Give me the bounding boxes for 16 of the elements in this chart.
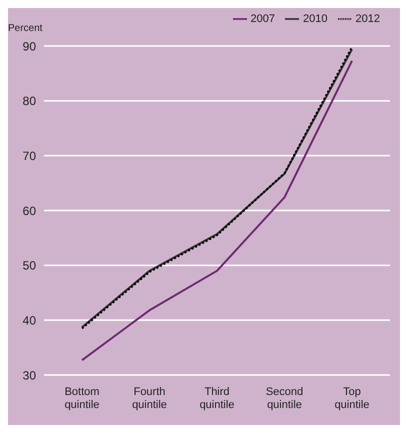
x-tick-label: Third quintile	[200, 386, 234, 411]
x-tick-label: Top quintile	[334, 386, 370, 411]
y-tick-label: 70	[22, 148, 36, 163]
legend-label: 2007	[250, 12, 276, 25]
x-tick-label: Second quintile	[266, 386, 304, 411]
y-tick-label: 90	[22, 39, 36, 54]
x-tick-label: Bottom quintile	[64, 386, 100, 411]
y-tick-label: 80	[22, 94, 36, 108]
y-tick-label: 60	[22, 204, 36, 218]
y-tick-label: 30	[22, 368, 36, 382]
legend-label: 2010	[303, 12, 328, 25]
y-tick-label: 50	[22, 258, 36, 273]
legend-label: 2012	[356, 12, 380, 25]
x-tick-label: Fourth quintile	[132, 386, 167, 411]
y-tick-label: 40	[22, 313, 36, 328]
y-axis-title: Percent	[8, 23, 43, 34]
